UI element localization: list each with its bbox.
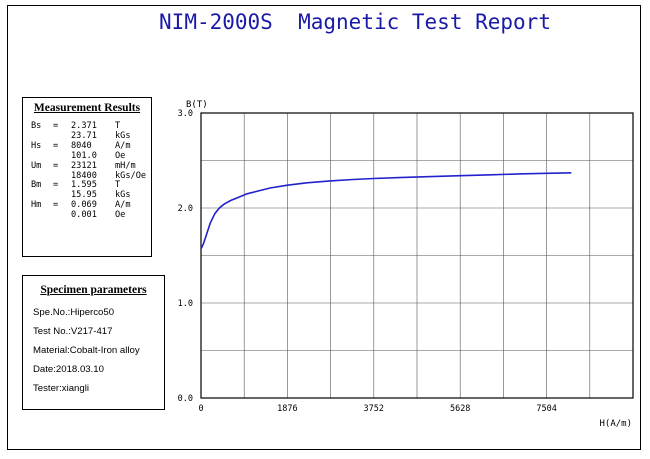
measurement-equals: = [53,200,59,211]
x-tick-label: 7504 [536,404,556,414]
specimen-line: Tester:xiangli [33,383,89,394]
measurement-equals: = [53,180,59,191]
measurement-symbol: Um [31,160,42,171]
measurement-symbol: Hm [31,200,42,211]
x-tick-label: 0 [198,404,203,414]
y-tick-label: 3.0 [178,109,193,119]
measurement-unit: A/m [115,140,131,151]
measurement-equals: = [53,121,59,131]
measurement-value: 18400 [71,170,97,181]
x-axis-label: H(A/m) [599,419,632,429]
measurement-unit: T [115,121,121,131]
measurement-value: 23.71 [71,130,97,141]
measurement-symbol: Bm [31,180,42,191]
measurement-symbol: Hs [31,140,42,151]
measurement-value: 23121 [71,160,97,171]
measurement-equals: = [53,140,59,151]
specimen-parameters-title: Specimen parameters [40,284,147,296]
y-tick-labels: 0.0 1.0 2.0 3.0 [178,109,193,404]
report-frame [7,5,641,450]
y-tick-label: 2.0 [178,204,193,214]
measurement-symbol: Bs [31,121,42,131]
measurement-results-box: Measurement Results Bs = 2.371 T 23.71 kGs Hs =… [22,97,152,257]
measurement-unit: Oe [115,210,126,221]
x-tick-label: 5628 [450,404,470,414]
x-tick-labels: 0 1876 3752 5628 7504 [198,404,556,414]
measurement-unit: kGs [115,130,131,141]
measurement-value: 0.001 [71,210,97,221]
report-title: NIM-2000S Magnetic Test Report [159,10,551,34]
specimen-parameters-box: Specimen parameters Spe.No.:Hiperco50 Tes… [22,275,165,410]
measurement-unit: kGs [115,190,131,201]
measurement-value: 0.069 [71,200,97,211]
measurement-unit: Oe [115,150,126,161]
measurement-value: 15.95 [71,190,97,201]
measurement-unit: kGs/Oe [115,170,147,181]
measurement-unit: T [115,180,121,191]
specimen-line: Spe.No.:Hiperco50 [33,307,115,318]
x-tick-label: 1876 [277,404,297,414]
measurement-unit: A/m [115,200,131,211]
chart-grid [201,113,633,398]
measurement-results-title: Measurement Results [33,102,141,114]
bh-curve-series [200,172,572,250]
y-axis-label: B(T) [186,100,208,110]
measurement-value: 8040 [71,140,92,151]
y-tick-label: 1.0 [178,299,193,309]
measurement-unit: mH/m [115,160,136,171]
y-tick-label: 0.0 [178,394,193,404]
specimen-line: Material:Cobalt-Iron alloy [33,345,140,356]
plot-border [200,112,634,399]
specimen-line: Test No.:V217-417 [33,326,113,337]
x-tick-label: 3752 [364,404,384,414]
measurement-value: 1.595 [71,180,97,191]
measurement-equals: = [53,160,59,171]
measurement-value: 101.0 [71,150,97,161]
specimen-line: Date:2018.03.10 [33,364,104,375]
measurement-value: 2.371 [71,121,97,131]
